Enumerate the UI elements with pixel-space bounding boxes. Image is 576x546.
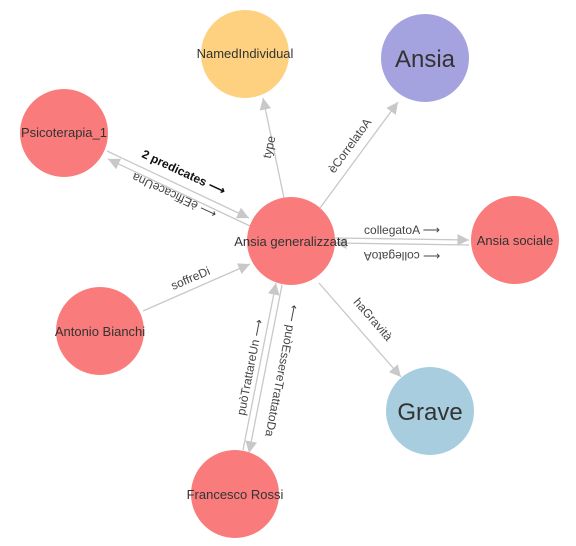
node-ansia-generalizzata-label: Ansia generalizzata [234, 234, 348, 249]
node-antonio-bianchi-circle[interactable] [56, 287, 144, 375]
edges [106, 97, 470, 454]
edge-collegato-forward[interactable] [334, 233, 470, 246]
node-ansia-sociale-label: Ansia sociale [477, 233, 554, 248]
node-named-individual-label: NamedIndividual [197, 46, 294, 61]
edge-trattare[interactable] [242, 282, 280, 451]
edge-label-collegato-back: ⟵ collegatoA [364, 249, 441, 263]
node-ansia[interactable]: Ansia [381, 14, 469, 102]
node-grave[interactable]: Grave [386, 367, 474, 455]
node-francesco-rossi-circle[interactable] [191, 450, 279, 538]
edge-trattato[interactable] [245, 284, 283, 454]
edge-label-gravita: haGravità [351, 295, 396, 344]
node-psicoterapia-label: Psicoterapia_1 [21, 125, 107, 140]
node-named-individual-circle[interactable] [201, 10, 289, 98]
node-psicoterapia[interactable]: Psicoterapia_1 [20, 89, 108, 177]
node-ansia-sociale[interactable]: Ansia sociale [471, 196, 559, 284]
edge-label-trattare: puòTrattareUn ⟶ [234, 318, 266, 416]
edge-ecorrelato[interactable] [319, 101, 399, 209]
node-grave-label: Grave [397, 399, 462, 426]
edge-psicoterapia-forward[interactable] [106, 150, 250, 219]
edge-psicoterapia-back[interactable] [107, 158, 251, 227]
edge-soffre[interactable] [142, 263, 251, 312]
nodes: NamedIndividual Ansia Psicoterapia_1 Ans… [20, 10, 559, 538]
edge-label-soffre: soffreDi [169, 264, 212, 293]
node-psicoterapia-circle[interactable] [20, 89, 108, 177]
node-ansia-generalizzata-circle[interactable] [247, 197, 335, 285]
node-antonio-bianchi-label: Antonio Bianchi [55, 324, 145, 339]
node-ansia-sociale-circle[interactable] [471, 196, 559, 284]
edge-label-collegato-forward: collegatoA ⟶ [364, 223, 440, 237]
node-named-individual[interactable]: NamedIndividual [197, 10, 294, 98]
node-ansia-circle[interactable] [381, 14, 469, 102]
node-ansia-generalizzata[interactable]: Ansia generalizzata [234, 197, 348, 285]
edge-collegato-back[interactable] [334, 237, 470, 250]
node-ansia-label: Ansia [395, 46, 456, 73]
edge-gravita[interactable] [318, 282, 402, 378]
node-grave-circle[interactable] [386, 367, 474, 455]
edge-label-type: type [260, 134, 279, 160]
node-francesco-rossi-label: Francesco Rossi [187, 487, 284, 502]
edge-type[interactable] [259, 97, 285, 199]
node-francesco-rossi[interactable]: Francesco Rossi [187, 450, 284, 538]
node-antonio-bianchi[interactable]: Antonio Bianchi [55, 287, 145, 375]
